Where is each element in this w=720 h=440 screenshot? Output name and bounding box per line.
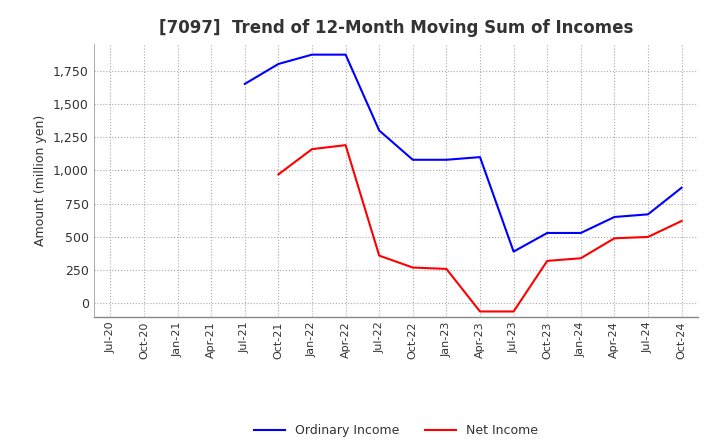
Y-axis label: Amount (million yen): Amount (million yen): [35, 115, 48, 246]
Ordinary Income: [577, 230, 585, 235]
Net Income: [644, 235, 652, 240]
Line: Ordinary Income: Ordinary Income: [245, 55, 682, 252]
Legend: Ordinary Income, Net Income: Ordinary Income, Net Income: [249, 418, 543, 440]
Ordinary Income: [375, 128, 384, 133]
Net Income: [678, 218, 686, 224]
Ordinary Income: [307, 52, 316, 57]
Ordinary Income: [442, 157, 451, 162]
Net Income: [476, 309, 485, 314]
Net Income: [307, 147, 316, 152]
Ordinary Income: [408, 157, 417, 162]
Line: Net Income: Net Income: [279, 145, 682, 312]
Net Income: [610, 236, 618, 241]
Net Income: [543, 258, 552, 264]
Ordinary Income: [509, 249, 518, 254]
Ordinary Income: [240, 81, 249, 87]
Ordinary Income: [476, 154, 485, 160]
Ordinary Income: [274, 61, 283, 66]
Net Income: [442, 266, 451, 271]
Title: [7097]  Trend of 12-Month Moving Sum of Incomes: [7097] Trend of 12-Month Moving Sum of I…: [159, 19, 633, 37]
Ordinary Income: [543, 230, 552, 235]
Ordinary Income: [341, 52, 350, 57]
Net Income: [577, 256, 585, 261]
Net Income: [274, 172, 283, 177]
Net Income: [408, 265, 417, 270]
Net Income: [509, 309, 518, 314]
Ordinary Income: [610, 214, 618, 220]
Net Income: [341, 143, 350, 148]
Ordinary Income: [678, 185, 686, 191]
Ordinary Income: [644, 212, 652, 217]
Net Income: [375, 253, 384, 258]
